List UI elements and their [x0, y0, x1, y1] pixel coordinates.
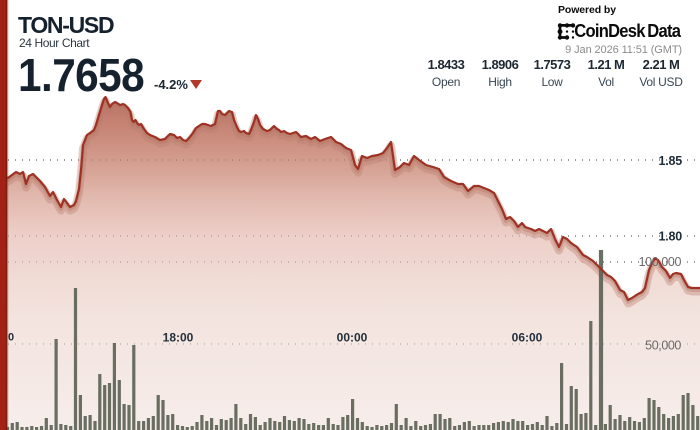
svg-text:100,000: 100,000 — [639, 255, 682, 269]
svg-text:1.85: 1.85 — [658, 154, 682, 168]
svg-text:00:00: 00:00 — [337, 331, 368, 345]
svg-text:1.80: 1.80 — [658, 230, 682, 244]
svg-text:0: 0 — [8, 332, 14, 344]
svg-text:50,000: 50,000 — [645, 339, 681, 353]
svg-text:18:00: 18:00 — [163, 331, 194, 345]
svg-text:06:00: 06:00 — [512, 331, 543, 345]
